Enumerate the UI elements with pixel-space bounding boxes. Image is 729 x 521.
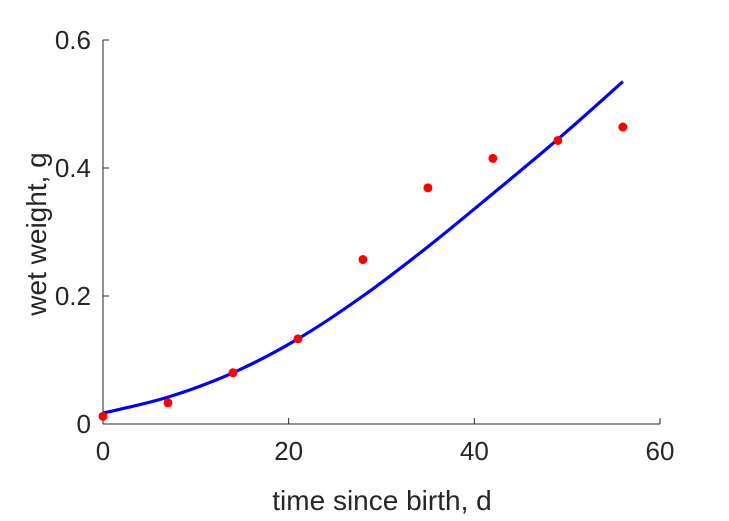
data-point — [423, 183, 433, 193]
x-tick-label: 0 — [96, 436, 110, 466]
y-tick-label: 0.4 — [55, 153, 91, 183]
data-point — [228, 368, 238, 378]
x-tick-label: 20 — [274, 436, 303, 466]
data-point — [163, 398, 173, 408]
y-tick-label: 0.6 — [55, 25, 91, 55]
fit-curve-line — [102, 80, 624, 415]
data-point — [98, 411, 108, 421]
data-point — [358, 255, 368, 265]
axes: 0 20 40 60 0 0.2 0.4 0.6 — [55, 25, 675, 466]
y-axis-title: wet weight, g — [21, 152, 52, 316]
data-point — [293, 334, 303, 344]
data-point — [618, 122, 628, 132]
x-tick-label: 60 — [646, 436, 675, 466]
x-axis-title: time since birth, d — [272, 485, 491, 516]
data-point — [553, 135, 563, 145]
x-tick-label: 40 — [460, 436, 489, 466]
y-tick-label: 0.2 — [55, 281, 91, 311]
y-tick-label: 0 — [77, 409, 91, 439]
data-point — [488, 153, 498, 163]
chart-marks — [98, 80, 628, 421]
